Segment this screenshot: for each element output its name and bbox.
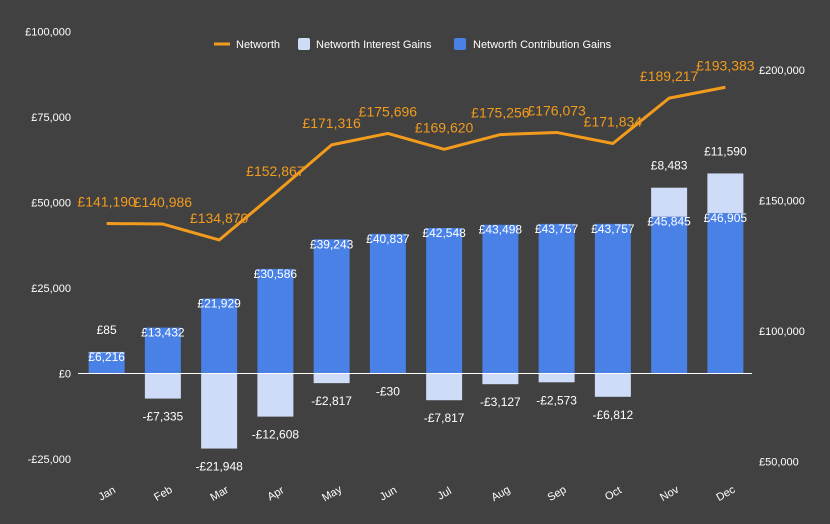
networth-label: £189,217 (640, 68, 699, 84)
interest-label: £85 (97, 323, 117, 337)
right-tick-label: £150,000 (759, 196, 805, 208)
contribution-bar (369, 233, 406, 374)
x-tick-label: May (320, 483, 344, 504)
interest-bar (313, 373, 350, 384)
contribution-label: £30,586 (254, 267, 298, 281)
networth-line: £141,190£140,986£134,870 £152,867 £171,316… (77, 57, 755, 242)
legend-networth-marker (214, 42, 230, 46)
x-tick-label: Feb (152, 484, 174, 504)
networth-label: £140,986 (134, 194, 193, 210)
right-tick-label: £50,000 (759, 457, 799, 469)
interest-bar (594, 373, 631, 397)
contribution-bar (707, 213, 744, 374)
networth-label: £171,316 (302, 115, 361, 131)
contribution-bar (201, 298, 238, 374)
contribution-bar (144, 327, 181, 374)
left-tick-label: £75,000 (31, 112, 71, 124)
x-tick-label: Nov (658, 484, 681, 504)
legend-interest-label: Networth Interest Gains (316, 39, 432, 51)
networth-label: £176,073 (527, 102, 586, 118)
contribution-bar (538, 223, 575, 374)
legend-networth-label: Networth (236, 39, 280, 51)
interest-bar (426, 373, 463, 401)
x-tick-label: Sep (546, 484, 569, 504)
contribution-bar (257, 268, 294, 374)
networth-label: £134,870 (190, 210, 249, 226)
networth-label: £141,190 (77, 193, 136, 209)
interest-label: -£30 (376, 385, 400, 399)
networth-label: £152,867 (246, 163, 305, 179)
x-tick-label: Mar (208, 484, 231, 504)
left-tick-label: £0 (59, 369, 71, 381)
interest-label: £11,590 (704, 144, 747, 158)
contribution-label: £42,548 (422, 226, 466, 240)
interest-label: -£21,948 (195, 460, 243, 474)
networth-label: £171,834 (584, 114, 643, 130)
contribution-label: £46,905 (704, 211, 748, 225)
interest-label: -£2,573 (536, 393, 577, 407)
x-tick-label: Jul (436, 485, 454, 502)
x-tick-label: Aug (489, 484, 512, 504)
legend-contribution-label: Networth Contribution Gains (473, 39, 612, 51)
x-tick-label: Apr (265, 484, 286, 503)
left-tick-label: £100,000 (25, 27, 71, 39)
contribution-label: £6,216 (88, 350, 125, 364)
bar-labels: £6,216 £85 £13,432 -£7,335 £21,929 -£21,948 £3… (88, 144, 747, 473)
interest-label: -£3,127 (480, 395, 521, 409)
contribution-label: £43,498 (479, 223, 523, 237)
left-tick-label: -£25,000 (28, 454, 71, 466)
right-tick-label: £200,000 (759, 65, 805, 77)
left-tick-label: £50,000 (31, 198, 71, 210)
right-y-axis: £50,000 £100,000 £150,000 £200,000 (759, 65, 805, 469)
contribution-label: £39,243 (310, 237, 354, 251)
contribution-label: £43,757 (535, 222, 579, 236)
interest-bar (707, 173, 744, 214)
interest-bar (257, 373, 294, 417)
contribution-bar (88, 352, 125, 374)
contribution-bar (651, 216, 688, 374)
x-tick-label: Dec (714, 484, 737, 504)
interest-bar (201, 373, 238, 449)
interest-label: -£6,812 (593, 408, 634, 422)
contribution-label: £45,845 (647, 215, 691, 229)
legend: Networth Networth Interest Gains Networth … (214, 38, 612, 51)
right-tick-label: £100,000 (759, 326, 805, 338)
interest-label: -£2,817 (311, 394, 352, 408)
contribution-bar (426, 227, 463, 374)
contribution-label: £43,757 (591, 222, 635, 236)
legend-contribution-marker (454, 38, 466, 50)
contribution-bar (313, 239, 350, 374)
interest-label: -£12,608 (252, 428, 300, 442)
interest-label: -£7,817 (424, 411, 465, 425)
interest-bar (144, 373, 181, 399)
networth-label: £175,696 (359, 103, 418, 119)
bars (88, 173, 744, 449)
interest-bar (88, 351, 125, 353)
networth-series-line (106, 85, 726, 242)
networth-label: £193,383 (696, 57, 755, 73)
contribution-bar (482, 224, 519, 374)
contribution-label: £21,929 (197, 297, 241, 311)
left-tick-label: £25,000 (31, 283, 71, 295)
interest-bar (651, 187, 688, 217)
contribution-label: £40,837 (366, 232, 410, 246)
left-y-axis: -£25,000 £0 £25,000 £50,000 £75,000 £100,000 (25, 27, 71, 467)
contribution-bar (594, 223, 631, 374)
networth-label: £169,620 (415, 119, 474, 135)
legend-interest-marker (298, 38, 310, 50)
x-tick-label: Oct (603, 484, 624, 503)
x-tick-label: Jun (378, 484, 399, 503)
interest-label: £8,483 (651, 159, 688, 173)
x-tick-label: Jan (96, 484, 117, 503)
x-axis: Jan Feb Mar Apr May Jun Jul Aug Sep Oct Nov Dec (96, 483, 737, 504)
interest-label: -£7,335 (143, 410, 184, 424)
networth-label: £175,256 (471, 105, 530, 121)
interest-bar (538, 373, 575, 383)
contribution-label: £13,432 (141, 326, 185, 340)
interest-bar (482, 373, 519, 385)
